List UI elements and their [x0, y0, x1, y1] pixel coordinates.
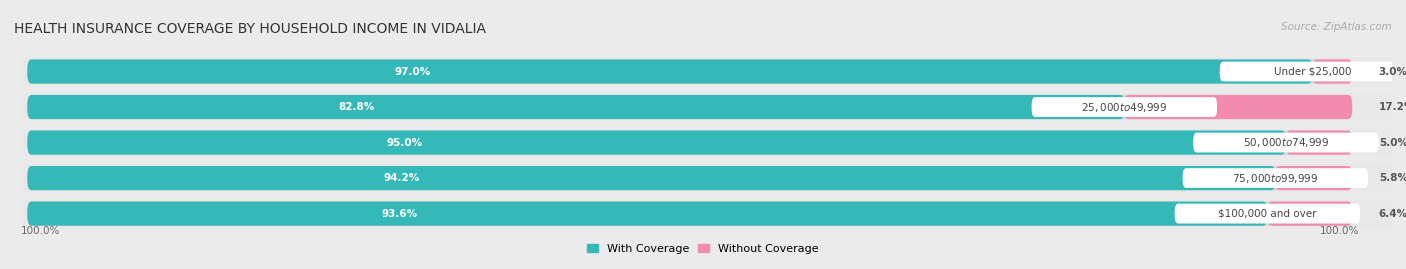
FancyBboxPatch shape [27, 95, 1125, 119]
FancyBboxPatch shape [27, 95, 1353, 119]
FancyBboxPatch shape [1194, 133, 1379, 153]
Text: 3.0%: 3.0% [1379, 66, 1406, 76]
Text: Under $25,000: Under $25,000 [1274, 66, 1351, 76]
FancyBboxPatch shape [21, 200, 1399, 228]
Legend: With Coverage, Without Coverage: With Coverage, Without Coverage [588, 244, 818, 254]
FancyBboxPatch shape [27, 166, 1353, 190]
FancyBboxPatch shape [1032, 97, 1218, 117]
Text: 17.2%: 17.2% [1379, 102, 1406, 112]
Text: HEALTH INSURANCE COVERAGE BY HOUSEHOLD INCOME IN VIDALIA: HEALTH INSURANCE COVERAGE BY HOUSEHOLD I… [14, 22, 486, 36]
Text: 97.0%: 97.0% [395, 66, 432, 76]
FancyBboxPatch shape [27, 59, 1312, 84]
Text: 93.6%: 93.6% [381, 209, 418, 219]
FancyBboxPatch shape [1125, 95, 1353, 119]
FancyBboxPatch shape [27, 130, 1286, 155]
FancyBboxPatch shape [1182, 168, 1368, 188]
FancyBboxPatch shape [21, 129, 1399, 157]
Text: 100.0%: 100.0% [21, 226, 60, 236]
FancyBboxPatch shape [27, 201, 1353, 226]
Text: 5.0%: 5.0% [1379, 137, 1406, 148]
FancyBboxPatch shape [21, 58, 1399, 85]
FancyBboxPatch shape [27, 201, 1267, 226]
Text: 100.0%: 100.0% [1319, 226, 1358, 236]
FancyBboxPatch shape [1220, 62, 1405, 82]
Text: 6.4%: 6.4% [1379, 209, 1406, 219]
FancyBboxPatch shape [21, 164, 1399, 192]
FancyBboxPatch shape [27, 166, 1275, 190]
Text: $100,000 and over: $100,000 and over [1218, 209, 1316, 219]
FancyBboxPatch shape [1286, 130, 1353, 155]
FancyBboxPatch shape [1312, 59, 1353, 84]
FancyBboxPatch shape [21, 93, 1399, 121]
Text: $50,000 to $74,999: $50,000 to $74,999 [1243, 136, 1329, 149]
FancyBboxPatch shape [1275, 166, 1353, 190]
Text: Source: ZipAtlas.com: Source: ZipAtlas.com [1281, 22, 1392, 31]
Text: $75,000 to $99,999: $75,000 to $99,999 [1232, 172, 1319, 185]
FancyBboxPatch shape [27, 59, 1353, 84]
Text: 82.8%: 82.8% [339, 102, 374, 112]
FancyBboxPatch shape [1174, 204, 1360, 224]
Text: 5.8%: 5.8% [1379, 173, 1406, 183]
Text: 94.2%: 94.2% [384, 173, 420, 183]
Text: $25,000 to $49,999: $25,000 to $49,999 [1081, 101, 1167, 114]
Text: 95.0%: 95.0% [387, 137, 423, 148]
FancyBboxPatch shape [1267, 201, 1353, 226]
FancyBboxPatch shape [27, 130, 1353, 155]
